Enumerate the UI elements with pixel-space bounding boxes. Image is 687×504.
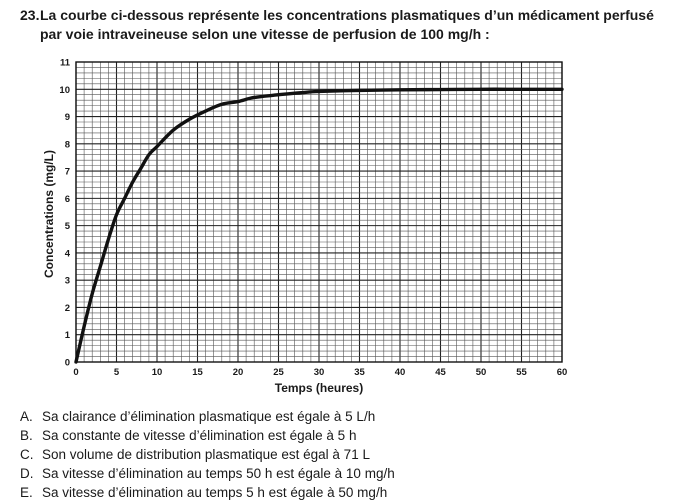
question-number: 23. [20,7,40,23]
answer-option[interactable]: A. Sa clairance d’élimination plasmatique… [20,407,660,426]
answer-option-letter: D. [20,466,34,481]
answer-option[interactable]: C. Son volume de distribution plasmatique… [20,445,660,464]
answer-option-text: Sa clairance d’élimination plasmatique e… [42,409,376,424]
answer-option-text: Sa vitesse d’élimination au temps 50 h e… [42,466,395,481]
x-tick-label: 40 [395,367,406,378]
x-tick-label: 55 [516,367,527,378]
concentration-curve [74,87,564,364]
answer-option-letter: E. [20,485,33,500]
x-tick-label: 50 [476,367,487,378]
question-text: 23.La courbe ci-dessous représente les c… [20,6,670,44]
y-tick-label: 9 [65,112,70,123]
x-tick-label: 15 [192,367,203,378]
x-tick-label: 10 [152,367,163,378]
x-tick-label: 25 [273,367,284,378]
x-tick-label: 35 [354,367,365,378]
question-line-2: par voie intraveineuse selon une vitesse… [40,26,490,42]
x-axis-label: Temps (heures) [275,381,363,395]
x-tick-label: 20 [233,367,244,378]
question-line-1: La courbe ci-dessous représente les conc… [40,7,654,23]
y-tick-label: 5 [65,221,71,232]
y-axis-label: Concentrations (mg/L) [42,150,56,278]
answer-option[interactable]: D. Sa vitesse d’élimination au temps 50 h… [20,464,660,483]
y-tick-label: 6 [65,194,70,205]
y-tick-label: 11 [60,58,71,69]
y-tick-label: 7 [65,167,70,178]
y-tick-label: 0 [65,358,70,369]
answer-option-text: Son volume de distribution plasmatique e… [42,447,370,462]
x-tick-label: 45 [435,367,446,378]
answer-option-text: Sa constante de vitesse d’élimination es… [42,428,357,443]
answer-options: A. Sa clairance d’élimination plasmatique… [20,407,660,502]
x-tick-label: 30 [314,367,325,378]
answer-option[interactable]: B. Sa constante de vitesse d’élimination … [20,426,660,445]
x-tick-label: 60 [557,367,568,378]
plot-frame [75,61,563,363]
answer-option-text: Sa vitesse d’élimination au temps 5 h es… [42,485,388,500]
y-tick-label: 2 [65,303,70,314]
y-tick-label: 8 [65,139,70,150]
x-tick-label: 0 [73,367,78,378]
y-tick-label: 4 [65,248,71,259]
answer-option-letter: A. [20,409,33,424]
y-tick-label: 3 [65,276,70,287]
answer-option-letter: B. [20,428,33,443]
answer-option[interactable]: E. Sa vitesse d’élimination au temps 5 h … [20,483,660,502]
x-tick-label: 5 [114,367,120,378]
answer-option-letter: C. [20,447,34,462]
y-tick-label: 10 [59,85,70,96]
y-tick-label: 1 [65,330,71,341]
